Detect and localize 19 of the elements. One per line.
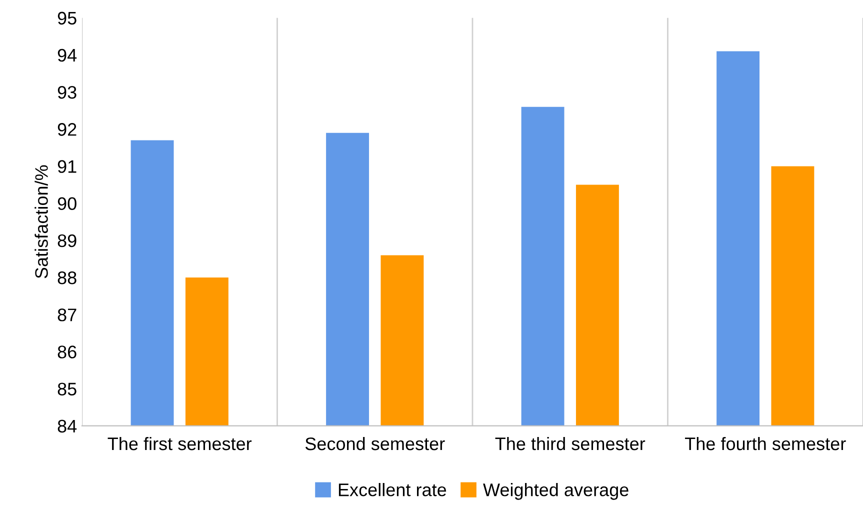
y-tick-label: 85 [58, 382, 76, 396]
y-tick-label: 92 [58, 123, 76, 136]
y-tick-label: 93 [58, 86, 76, 99]
y-tick-label: 91 [58, 160, 76, 173]
y-tick-label: 95 [58, 12, 76, 25]
y-tick-label: 88 [58, 271, 76, 284]
y-axis-title: Satisfaction/% [34, 165, 48, 278]
y-tick-label: 84 [58, 420, 77, 433]
y-tick-label: 86 [58, 346, 76, 358]
y-tick-label: 90 [58, 197, 76, 210]
legend-label: Excellent rate [338, 482, 446, 496]
x-tick-label: The third semester [495, 436, 646, 450]
y-tick-label: 89 [58, 234, 76, 248]
y-tick-label: 94 [58, 48, 77, 62]
x-tick-label: Second semester [305, 436, 445, 450]
x-tick-label: The fourth semester [685, 436, 846, 450]
y-tick-label: 87 [58, 308, 76, 322]
legend-label: Weighted average [483, 482, 628, 500]
x-tick-label: The first semester [108, 436, 252, 450]
